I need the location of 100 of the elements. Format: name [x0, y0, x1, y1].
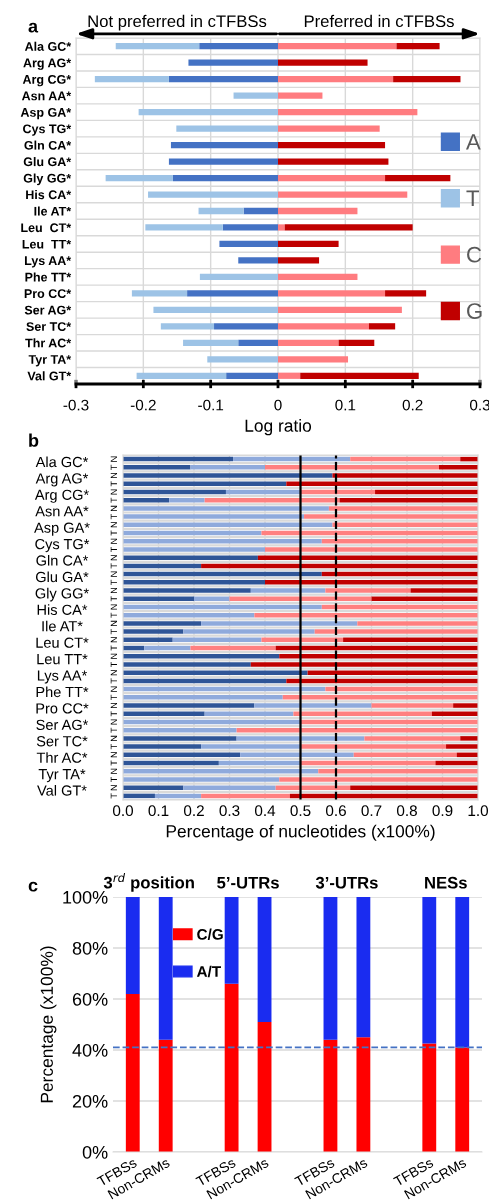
bar [204, 711, 294, 717]
bar [222, 224, 278, 231]
bar [371, 596, 478, 602]
y-tick-label: N [110, 768, 117, 774]
bar [278, 109, 418, 116]
y-tick-label: Leu TT* [22, 239, 72, 249]
x-tick-label: 0.1 [148, 805, 169, 817]
text: Val GT* [37, 784, 87, 796]
bar [286, 481, 478, 487]
y-tick-label: Ala GC* [24, 41, 72, 51]
bar [318, 768, 478, 774]
y-tick-label: T [110, 678, 117, 684]
x-tick-label: 0.9 [432, 805, 453, 817]
bar [254, 703, 372, 708]
bar [279, 777, 478, 782]
bar [410, 588, 478, 593]
bar [123, 744, 202, 749]
bar [188, 59, 278, 66]
bar [183, 339, 239, 346]
x-tick-label: 0.2 [402, 399, 423, 411]
y-tick-label: T [110, 711, 117, 717]
bar [257, 897, 272, 1022]
bar [455, 1047, 470, 1152]
bar [123, 736, 237, 741]
y-tick-label: N [110, 637, 117, 643]
bar [243, 207, 278, 215]
bar [123, 777, 280, 782]
bar [94, 76, 169, 83]
bar [123, 653, 280, 659]
bar [123, 473, 333, 478]
y-tick-label: N [110, 785, 117, 791]
x-tick-label: 0.0 [112, 805, 134, 817]
bar [250, 588, 326, 593]
bar [123, 621, 202, 626]
chart-title: b [29, 433, 39, 447]
legend-label: C/G [197, 928, 223, 940]
bar [123, 703, 255, 708]
bar [123, 629, 184, 634]
x-axis-title: Percentage of nucleotides (x100%) [166, 824, 435, 841]
y-tick-label: N [110, 703, 117, 709]
y-tick-label: Thr AC* [25, 338, 72, 348]
y-tick-label: T [110, 612, 117, 618]
bar [393, 76, 461, 83]
y-tick-label: Phe TT* [25, 272, 72, 282]
bar [224, 897, 239, 984]
y-tick-label: Lys AA* [24, 256, 72, 268]
bar [278, 290, 386, 297]
y-tick-label: Ser AG* [24, 305, 72, 315]
y-tick-label: N [110, 571, 117, 577]
bar [229, 596, 372, 602]
y-tick-label: T [110, 596, 117, 602]
bar [278, 191, 408, 198]
bar [198, 207, 244, 215]
text: Tyr TA* [38, 769, 86, 783]
bar [183, 785, 276, 790]
bar [138, 109, 278, 116]
bar [123, 662, 251, 667]
y-tick-label: N [110, 604, 117, 610]
x-tick-label: 0.6 [325, 805, 346, 817]
y-tick-label: T [110, 793, 117, 799]
bar [136, 372, 227, 379]
bar [460, 736, 478, 741]
x-tick-label: 0.1 [335, 399, 356, 411]
bar [176, 125, 278, 132]
bar [278, 43, 397, 50]
bar [350, 785, 478, 790]
bar [190, 465, 265, 470]
bar [123, 538, 322, 544]
bar [332, 473, 478, 478]
bar [257, 555, 478, 560]
bar [125, 993, 140, 1152]
bar [446, 744, 478, 749]
y-tick-label: T [110, 579, 117, 585]
text: Leu CT* [36, 637, 89, 648]
bar [278, 141, 386, 149]
bar [233, 92, 278, 99]
x-tick-label: -0.3 [63, 399, 89, 411]
y-tick-label: N [110, 538, 117, 544]
bar [123, 711, 205, 717]
x-tick-label: -0.1 [198, 399, 224, 411]
text: Gln CA* [36, 554, 89, 566]
bar [123, 785, 184, 790]
bar [219, 240, 278, 248]
bar [422, 1043, 437, 1152]
y-tick-label: Ile AT* [34, 206, 72, 216]
bar [278, 339, 339, 346]
y-tick-label: N [110, 670, 117, 676]
bar [385, 174, 451, 182]
y-tick-label: T [110, 661, 117, 668]
bar [123, 465, 191, 470]
y-tick-label: N [110, 719, 117, 725]
bar [278, 207, 358, 215]
bar [368, 323, 396, 330]
x-tick-label: 0.3 [219, 805, 240, 817]
y-tick-label: N [110, 686, 117, 692]
text: Ile AT* [42, 620, 83, 632]
bar [148, 191, 278, 198]
bar [357, 621, 478, 626]
bar [194, 596, 230, 602]
y-tick-label: His CA* [26, 189, 72, 200]
